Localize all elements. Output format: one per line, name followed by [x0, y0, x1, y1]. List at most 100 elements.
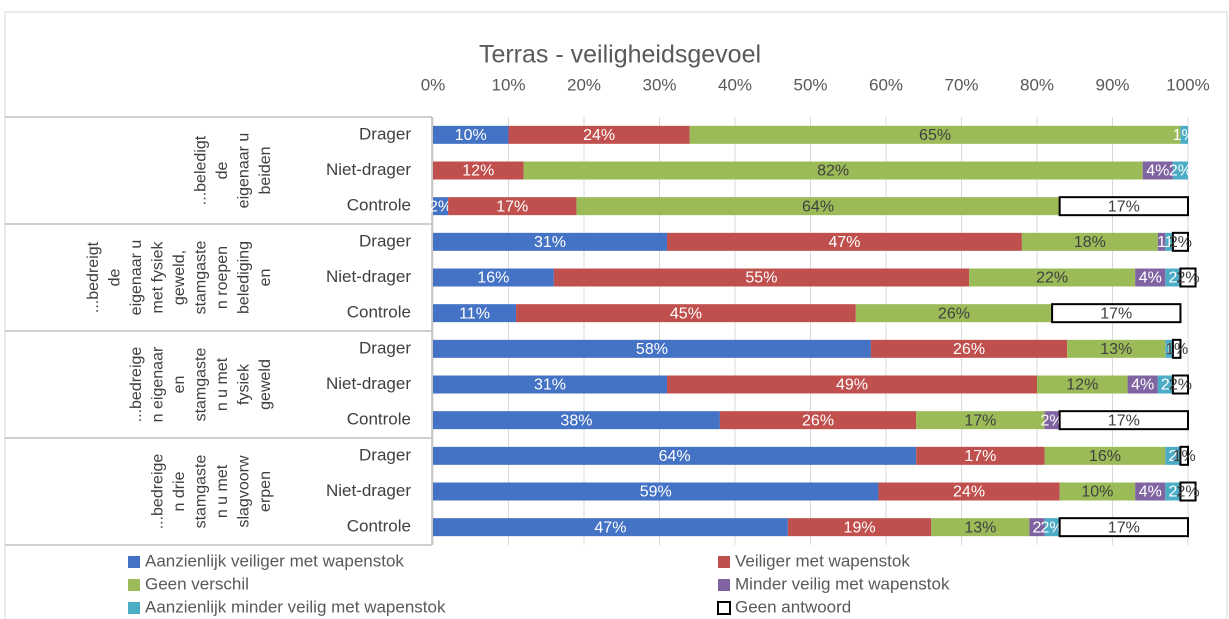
x-tick-label: 30%	[642, 75, 676, 94]
data-label: 38%	[560, 412, 592, 429]
x-tick-label: 10%	[491, 75, 525, 94]
bar-segment	[1051, 303, 1182, 324]
data-label: 10%	[455, 127, 487, 144]
group-label: stamgaste	[193, 454, 210, 528]
data-label: 10%	[1081, 484, 1113, 501]
data-label: 47%	[594, 519, 626, 536]
group-label: n u met	[214, 464, 231, 518]
bar-segment	[433, 446, 917, 465]
y-tick-label: Niet-drager	[326, 267, 411, 286]
bar-segment	[667, 232, 1022, 251]
data-label: 55%	[745, 270, 777, 287]
bar-segment	[916, 446, 1045, 465]
bar-segment	[433, 375, 668, 394]
bar-segment	[1058, 410, 1190, 431]
data-label: 2%	[1169, 377, 1192, 394]
bar-segment	[719, 411, 917, 430]
bar-segment	[1044, 411, 1060, 430]
legend-swatch	[128, 556, 140, 568]
bar-segment	[1165, 268, 1181, 287]
group-label: belediging	[236, 241, 253, 314]
data-label: 12%	[1066, 377, 1098, 394]
data-label: 16%	[477, 270, 509, 287]
bar-segment	[448, 197, 577, 216]
x-tick-label: 0%	[421, 75, 446, 94]
group-label: erpen	[257, 471, 274, 512]
data-label: 2	[1168, 270, 1177, 287]
bar-segment	[1067, 339, 1166, 358]
data-label: 2%	[1169, 234, 1192, 251]
bar-segment	[667, 375, 1037, 394]
bar-segment	[1165, 232, 1173, 251]
data-label: 2%	[1041, 412, 1064, 429]
bar-segment	[969, 268, 1136, 287]
data-label: 64%	[659, 448, 691, 465]
group-label: n roepen	[214, 246, 231, 309]
data-label: 13%	[1100, 341, 1132, 358]
data-label: 19%	[844, 519, 876, 536]
y-tick-label: Drager	[359, 445, 411, 464]
bar-segment	[1180, 125, 1188, 144]
bar-segment	[1058, 196, 1190, 217]
bar-segment	[855, 304, 1053, 323]
legend-swatch	[718, 579, 730, 591]
data-label: 1%	[1165, 341, 1188, 358]
bar-segment	[1142, 161, 1173, 180]
y-tick-label: Controle	[347, 517, 411, 536]
legend-label: Aanzienlijk veiliger met wapenstok	[145, 551, 404, 570]
bar-segment	[1172, 161, 1188, 180]
data-label: 59%	[640, 484, 672, 501]
group-label: ...beledigt	[193, 135, 210, 205]
bar-segment	[1044, 518, 1060, 537]
chart-border	[4, 11, 1228, 619]
data-label: 1	[1157, 234, 1166, 251]
bar-segment	[1179, 481, 1197, 502]
bar-segment	[931, 518, 1030, 537]
bar-segment	[523, 161, 1143, 180]
bar-segment	[433, 518, 788, 537]
data-label: 17%	[1108, 412, 1140, 429]
data-label: 17%	[1108, 198, 1140, 215]
y-tick-label: Niet-drager	[326, 160, 411, 179]
data-label: 13%	[964, 519, 996, 536]
legend-swatch	[128, 579, 140, 591]
data-label: 2	[1033, 519, 1042, 536]
bar-segment	[1021, 232, 1158, 251]
legend-swatch	[717, 601, 731, 615]
x-tick-label: 60%	[869, 75, 903, 94]
data-label: 2%	[1169, 163, 1192, 180]
x-tick-label: 40%	[718, 75, 752, 94]
data-label: 2%	[429, 198, 452, 215]
bar-segment	[689, 125, 1181, 144]
data-label: 31%	[534, 234, 566, 251]
data-label: 4%	[1131, 377, 1154, 394]
data-label: 2	[1168, 448, 1177, 465]
group-label: beiden	[257, 146, 274, 194]
data-label: 12%	[462, 163, 494, 180]
bar-segment	[433, 232, 668, 251]
bar-segment	[1058, 517, 1190, 538]
data-label: 49%	[836, 377, 868, 394]
data-label: 17%	[964, 412, 996, 429]
data-label: 2	[1161, 377, 1170, 394]
data-label: 4%	[1146, 163, 1169, 180]
bar-segment	[1029, 518, 1045, 537]
group-label: en	[257, 269, 274, 287]
y-tick-label: Controle	[347, 303, 411, 322]
data-label: 58%	[636, 341, 668, 358]
y-tick-label: Niet-drager	[326, 374, 411, 393]
group-label: ...bedreige	[150, 454, 167, 530]
bar-segment	[870, 339, 1068, 358]
data-label: 45%	[670, 305, 702, 322]
x-tick-label: 90%	[1095, 75, 1129, 94]
group-label: en	[171, 376, 188, 394]
bar-segment	[433, 161, 524, 180]
group-label: n drie	[171, 471, 188, 511]
group-label: stamgaste	[193, 240, 210, 314]
data-label: 4%	[1139, 484, 1162, 501]
group-label: n u met	[214, 357, 231, 411]
data-label: 24%	[583, 127, 615, 144]
bar-segment	[1171, 338, 1182, 359]
